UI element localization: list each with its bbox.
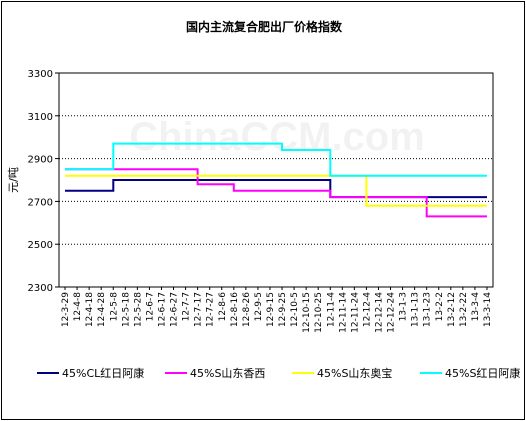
x-tick-label: 12-11-24: [350, 292, 360, 333]
chart-title: 国内主流复合肥出厂价格指数: [186, 19, 343, 34]
plot-area: [58, 72, 494, 288]
series-line-3: [65, 174, 487, 207]
x-tick-label: 12-6-7: [145, 292, 155, 321]
x-tick-label: 13-1-13: [411, 292, 421, 327]
x-tick-label: 12-4-18: [85, 292, 95, 327]
x-tick-label: 12-8-6: [218, 292, 228, 322]
x-tick-label: 12-12-4: [362, 292, 372, 327]
y-tick-label: 2900: [28, 155, 53, 166]
x-tick-label: 12-5-8: [109, 292, 119, 322]
x-tick-label: 13-3-14: [483, 292, 493, 327]
y-tick-label: 2300: [28, 283, 53, 294]
x-tick-label: 12-4-8: [73, 292, 83, 322]
x-axis-ticks: 12-3-29 12-4-8 12-4-18 12-4-28 12-5-8 12-5-18…: [61, 287, 493, 333]
x-tick-label: 13-2-12: [447, 292, 457, 327]
series-line-1: [65, 179, 487, 199]
watermark: ChinaCCM.com: [129, 115, 425, 159]
y-axis-ticks: 2300 2500 2700 2900 3100 3300: [28, 69, 59, 294]
x-tick-label: 12-11-4: [326, 292, 336, 327]
x-tick-label: 12-7-27: [206, 292, 216, 327]
x-tick-label: 12-7-17: [194, 292, 204, 327]
y-tick-label: 3100: [28, 112, 53, 123]
x-tick-label: 12-4-28: [97, 292, 107, 327]
x-tick-label: 12-10-15: [302, 292, 312, 333]
x-tick-label: 12-5-18: [121, 292, 131, 327]
x-tick-label: 12-3-29: [61, 292, 71, 327]
y-axis-label: 元/吨: [7, 167, 20, 193]
legend: 45%CL红日阿康 45%S山东香西 45%S山东奥宝 45%S红日阿康: [37, 366, 520, 380]
y-tick-label: 2700: [28, 197, 53, 208]
x-tick-label: 13-2-22: [459, 292, 469, 327]
x-tick-label: 12-11-14: [338, 292, 348, 333]
legend-label-2: 45%S山东香西: [190, 367, 265, 380]
x-tick-label: 13-3-4: [471, 292, 481, 322]
x-tick-label: 12-10-25: [314, 292, 324, 333]
y-tick-label: 2500: [28, 240, 53, 251]
x-tick-label: 12-7-7: [182, 292, 192, 321]
x-tick-label: 12-6-17: [157, 292, 167, 327]
x-tick-label: 12-9-5: [254, 292, 264, 321]
series-line-4: [65, 142, 487, 177]
x-tick-label: 13-1-3: [399, 292, 409, 321]
legend-label-4: 45%S红日阿康: [445, 366, 520, 380]
x-tick-label: 12-10-5: [290, 292, 300, 327]
x-tick-label: 12-9-25: [278, 292, 288, 327]
x-tick-label: 12-6-27: [170, 292, 180, 327]
x-tick-label: 12-5-28: [133, 292, 143, 327]
legend-label-1: 45%CL红日阿康: [62, 366, 144, 380]
series-lines: [65, 142, 487, 218]
x-tick-label: 12-9-15: [266, 292, 276, 327]
x-tick-label: 12-8-26: [242, 292, 252, 327]
x-tick-label: 13-1-23: [423, 292, 433, 327]
series-line-2: [65, 168, 487, 218]
legend-label-3: 45%S山东奥宝: [317, 366, 392, 380]
y-tick-label: 3300: [28, 69, 53, 80]
x-tick-label: 12-8-16: [230, 292, 240, 327]
x-tick-label: 12-12-14: [374, 292, 384, 333]
grid-lines: [59, 115, 493, 245]
x-tick-label: 12-12-24: [387, 292, 397, 333]
x-tick-label: 13-2-2: [435, 292, 445, 321]
